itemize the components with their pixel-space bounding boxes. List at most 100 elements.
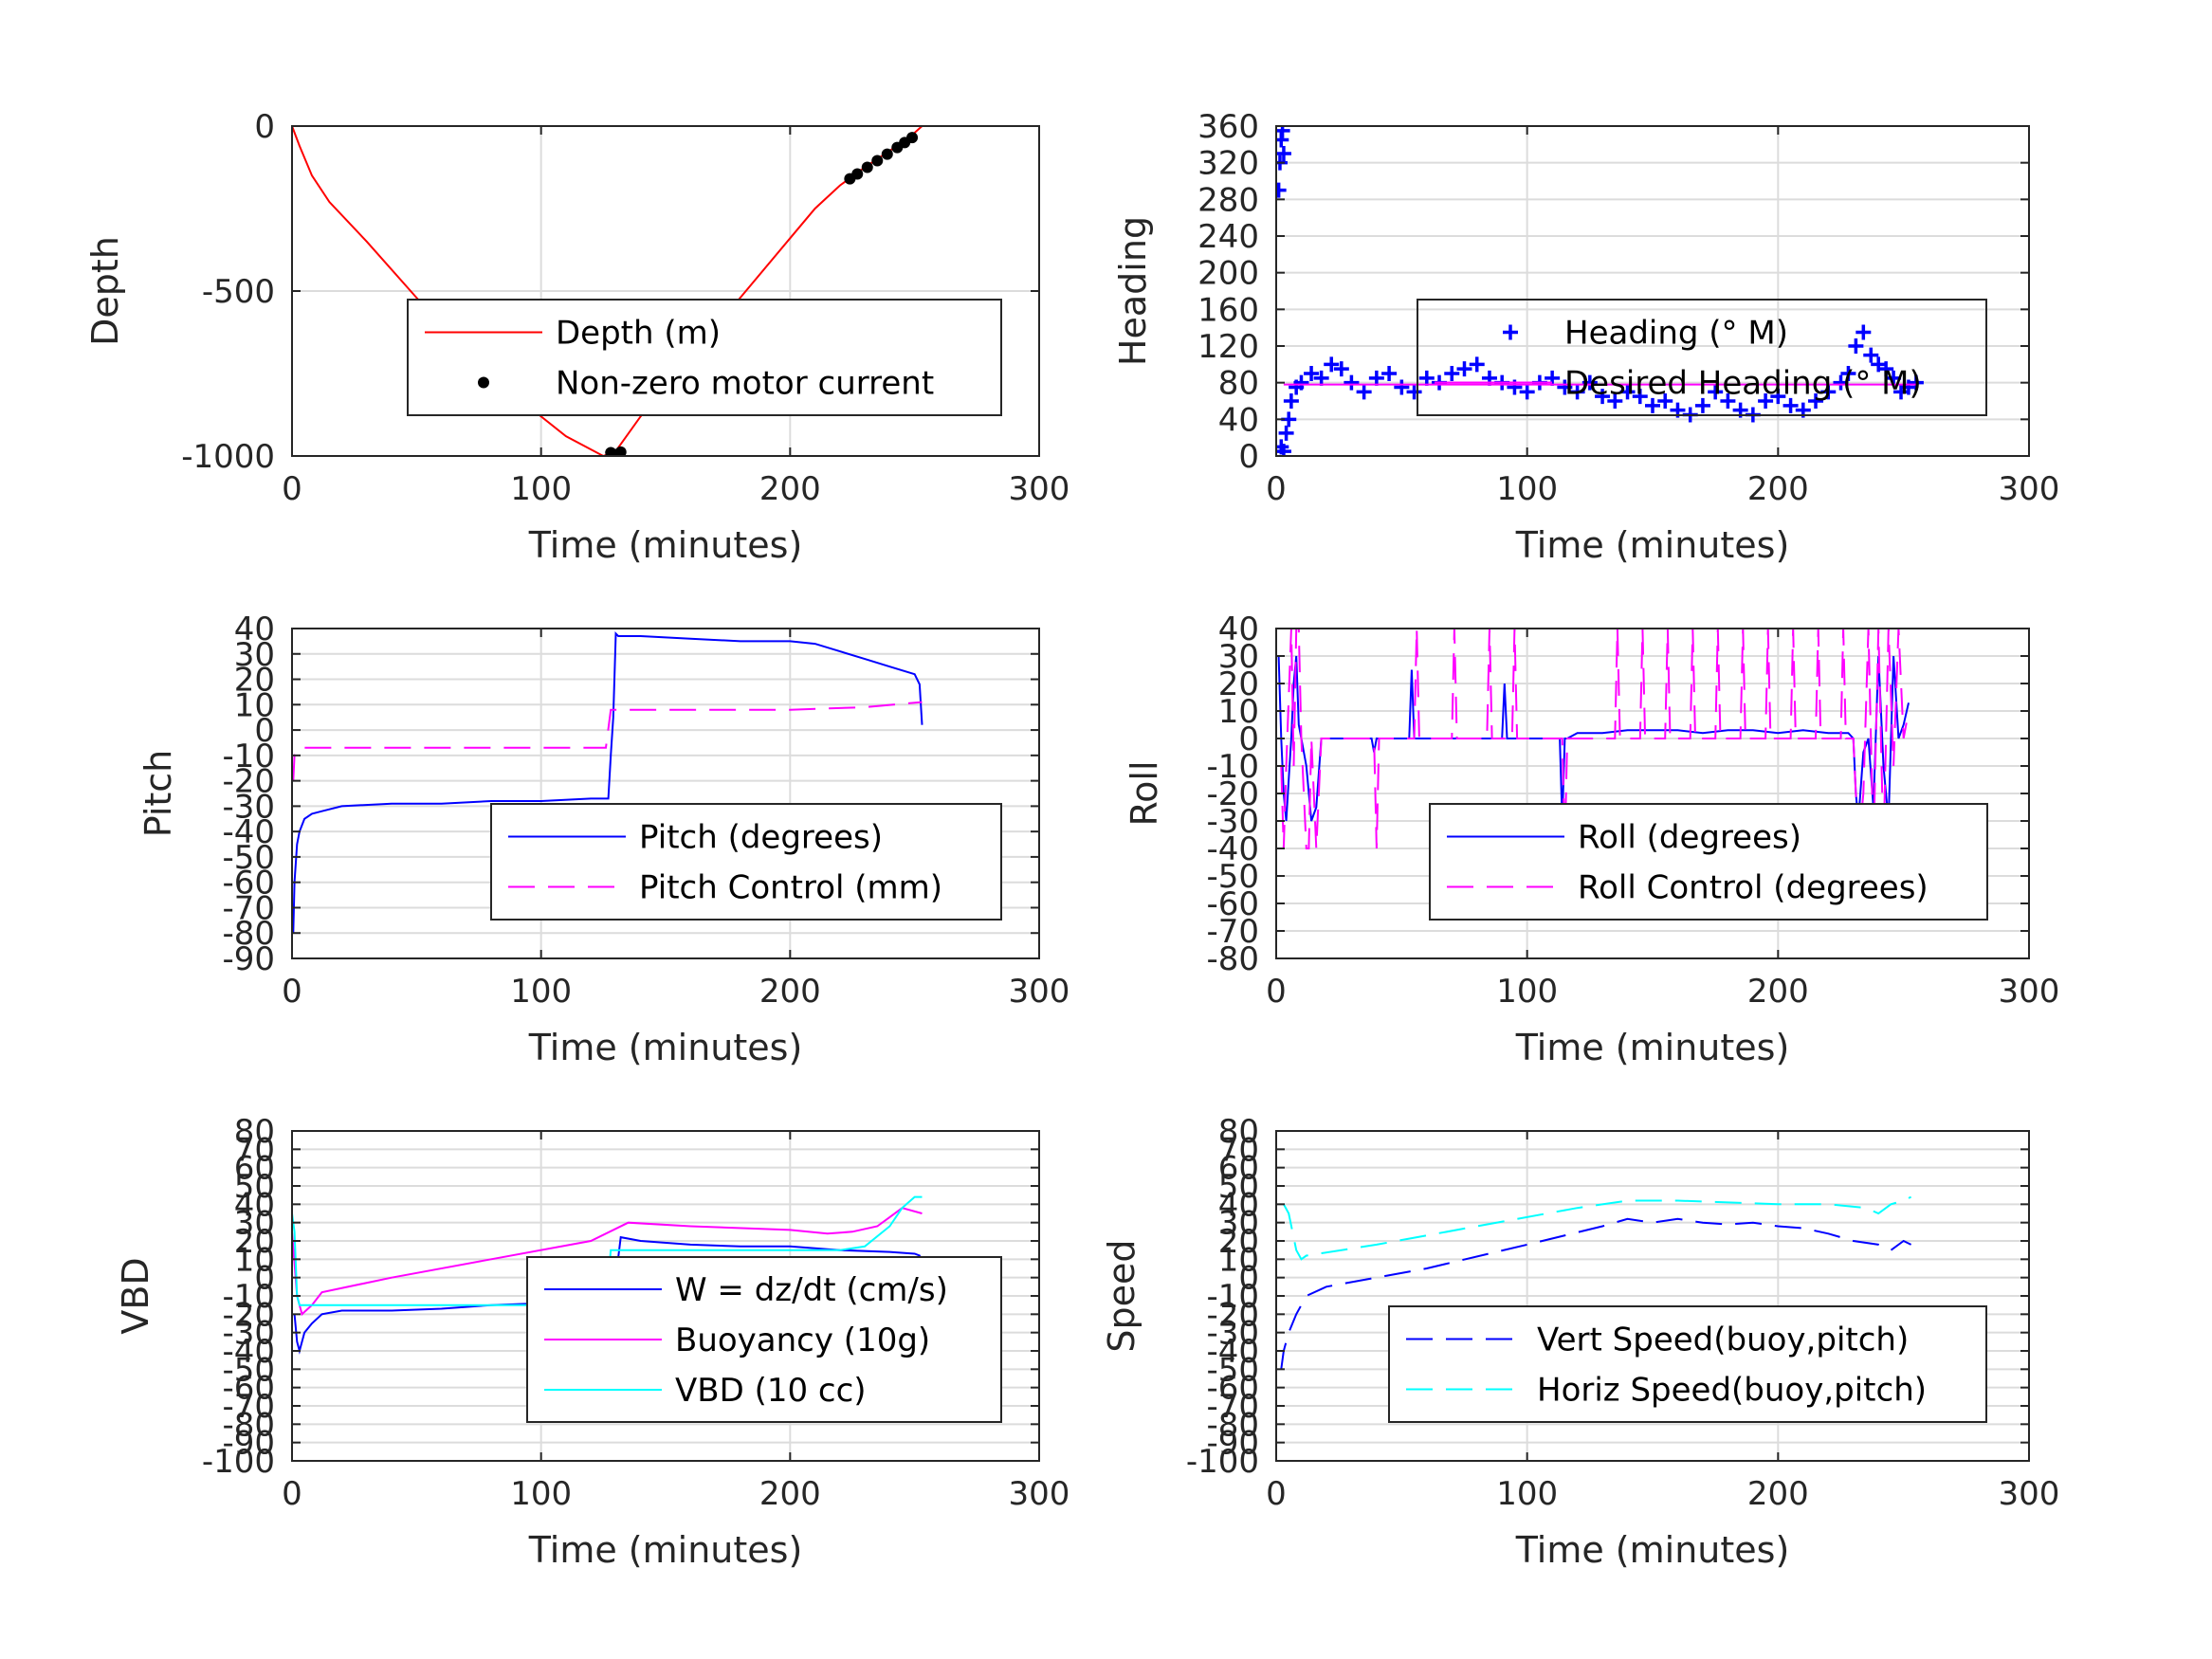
y-tick-label: 80 xyxy=(1218,365,1259,403)
x-tick-label: 100 xyxy=(510,470,572,508)
y-tick-label: -20 xyxy=(222,763,275,801)
series-heading-0-point xyxy=(1276,182,1287,198)
series-heading-0-point xyxy=(1344,374,1360,391)
series-depth-1-point xyxy=(851,168,864,180)
series-heading-0-point xyxy=(1886,370,1902,386)
series-pitch-0 xyxy=(292,631,923,934)
y-tick-label: 70 xyxy=(1218,1131,1259,1169)
legend-label: Heading (° M) xyxy=(1564,315,1788,353)
y-tick-label: 10 xyxy=(234,1241,275,1279)
series-vbd-1 xyxy=(292,1207,923,1317)
y-tick-label: -30 xyxy=(222,788,275,826)
y-tick-label: 60 xyxy=(234,1150,275,1188)
series-heading-0-point xyxy=(1313,370,1329,386)
series-heading-0-point xyxy=(1607,393,1623,409)
x-tick-label: 300 xyxy=(1999,973,2060,1011)
y-tick-label: -90 xyxy=(222,940,275,978)
legend-item: W = dz/dt (cm/s) xyxy=(544,1271,948,1309)
legend-item: Desired Heading (° M) xyxy=(1435,365,1922,403)
y-tick-label: -70 xyxy=(222,889,275,927)
x-tick-label: 200 xyxy=(1747,470,1809,508)
y-tick-label: 80 xyxy=(234,1113,275,1151)
legend-label: Desired Heading (° M) xyxy=(1564,365,1922,403)
series-depth-1-point xyxy=(906,132,919,144)
series-heading-0-point xyxy=(1782,397,1799,413)
chart-pitch: 0 100 200 300403020100-10-20-30-40-50-60-70… xyxy=(137,611,1069,1068)
y-tick-label: 10 xyxy=(1218,1241,1259,1279)
x-tick-label: 200 xyxy=(759,470,821,508)
series-heading-0-point xyxy=(1333,361,1349,377)
x-tick-label: 100 xyxy=(1496,1475,1558,1513)
y-tick-label: 120 xyxy=(1197,328,1259,366)
y-tick-label: 60 xyxy=(1218,1150,1259,1188)
legend-label: Buoyancy (10g) xyxy=(675,1322,930,1359)
x-tick-label: 200 xyxy=(1747,973,1809,1011)
y-axis-label: Speed xyxy=(1101,1239,1143,1352)
legend-item: VBD (10 cc) xyxy=(544,1372,867,1410)
legend-label: Horiz Speed(buoy,pitch) xyxy=(1537,1372,1927,1410)
x-tick-label: 0 xyxy=(1266,973,1287,1011)
y-tick-label: -80 xyxy=(222,915,275,953)
y-tick-label: -70 xyxy=(1206,1388,1259,1426)
y-tick-label: 40 xyxy=(1218,1186,1259,1224)
x-axis-label: Time (minutes) xyxy=(1515,524,1790,566)
series-heading-0-point xyxy=(1278,425,1294,441)
y-tick-label: 360 xyxy=(1197,108,1259,146)
y-tick-label: 280 xyxy=(1197,181,1259,219)
y-tick-label: 10 xyxy=(1218,693,1259,731)
series-group xyxy=(292,631,923,934)
x-axis-label: Time (minutes) xyxy=(528,1027,803,1068)
series-heading-0-point xyxy=(1519,384,1535,400)
y-tick-label: 20 xyxy=(234,1223,275,1261)
series-group xyxy=(1280,1195,1912,1370)
series-heading-0-point xyxy=(1293,374,1309,391)
series-roll-1 xyxy=(1280,629,1910,849)
y-tick-label: -90 xyxy=(222,1425,275,1463)
series-pitch-1 xyxy=(292,701,923,781)
series-heading-0-point xyxy=(1276,146,1291,161)
y-axis-label: VBD xyxy=(115,1257,156,1334)
y-tick-label: 80 xyxy=(1218,1113,1259,1151)
y-tick-label: -30 xyxy=(1206,803,1259,841)
series-heading-0-point xyxy=(1444,366,1460,381)
y-tick-label: -50 xyxy=(1206,1351,1259,1389)
legend: Depth (m) Non-zero motor current xyxy=(407,299,1002,416)
x-tick-label: 100 xyxy=(510,1475,572,1513)
y-tick-label: 40 xyxy=(234,1186,275,1224)
legend-box xyxy=(1417,299,1987,416)
legend-label: Pitch Control (mm) xyxy=(639,869,942,907)
x-tick-label: 0 xyxy=(1266,1475,1287,1513)
y-axis-label: Heading xyxy=(1112,216,1154,366)
legend-item: Heading (° M) xyxy=(1503,315,1788,353)
series-heading-0-point xyxy=(1632,389,1648,405)
x-tick-label: 100 xyxy=(1496,470,1558,508)
y-tick-label: 0 xyxy=(1238,438,1259,476)
chart-speed: 0 100 200 30080706050403020100-10-20-30-40-… xyxy=(1101,1113,2059,1571)
legend: Roll (degrees) Roll Control (degrees) xyxy=(1429,803,1988,921)
series-heading-0-point xyxy=(1808,393,1824,409)
legend-label: VBD (10 cc) xyxy=(675,1372,867,1410)
y-tick-label: -10 xyxy=(222,1278,275,1316)
y-tick-label: -40 xyxy=(222,813,275,851)
x-tick-label: 0 xyxy=(1266,470,1287,508)
x-tick-label: 300 xyxy=(1009,1475,1070,1513)
series-heading-0-point xyxy=(1863,347,1879,363)
y-tick-label: -40 xyxy=(1206,830,1259,868)
y-tick-label: 20 xyxy=(1218,665,1259,703)
y-tick-label: 30 xyxy=(1218,638,1259,676)
legend-label: Non-zero motor current xyxy=(556,365,934,403)
legend-label: Roll (degrees) xyxy=(1578,819,1801,857)
y-tick-label: -60 xyxy=(1206,885,1259,923)
series-heading-0-point xyxy=(1720,393,1736,409)
x-axis-label: Time (minutes) xyxy=(1515,1529,1790,1571)
y-tick-label: -80 xyxy=(1206,1406,1259,1444)
y-tick-label: -20 xyxy=(1206,775,1259,813)
y-tick-label: 30 xyxy=(1218,1205,1259,1243)
y-tick-label: -80 xyxy=(222,1406,275,1444)
series-heading-0-point xyxy=(1469,356,1485,373)
y-tick-label: 200 xyxy=(1197,255,1259,293)
y-axis-label: Roll xyxy=(1124,760,1165,826)
y-tick-label: 0 xyxy=(254,1260,275,1298)
legend-label: Pitch (degrees) xyxy=(639,819,883,857)
y-tick-label: -90 xyxy=(1206,1425,1259,1463)
